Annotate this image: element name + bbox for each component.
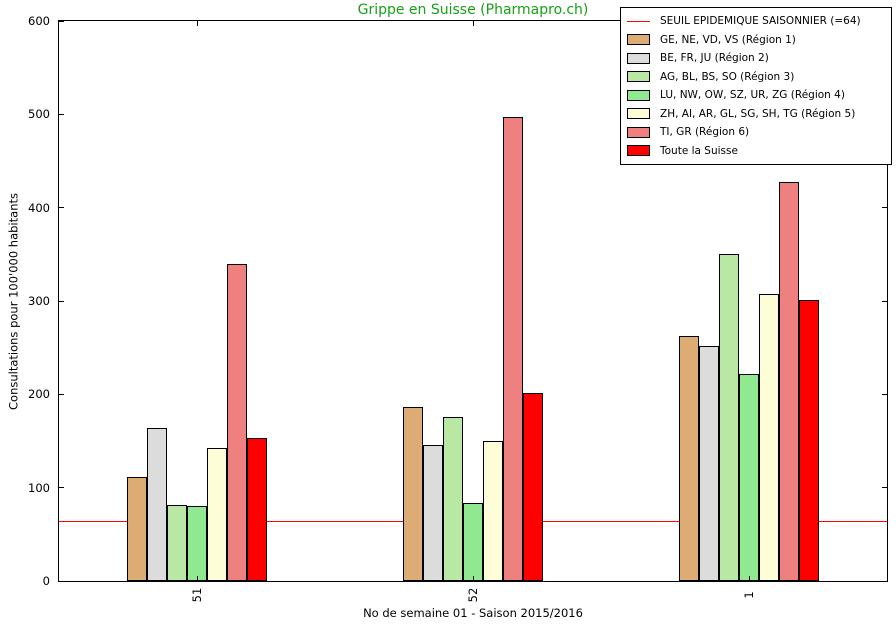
x-axis-label: No de semaine 01 - Saison 2015/2016 [363, 606, 583, 620]
legend-color-swatch [627, 52, 650, 64]
legend-color-swatch [627, 145, 650, 157]
legend-label: BE, FR, JU (Région 2) [660, 52, 769, 65]
legend-row: LU, NW, OW, SZ, UR, ZG (Région 4) [627, 86, 885, 105]
bar [423, 444, 443, 581]
x-tick-mark-bottom [472, 576, 474, 581]
legend-color-swatch [627, 34, 650, 46]
y-tick-mark-left [59, 207, 64, 209]
bar [207, 448, 227, 581]
y-tick-mark-left [59, 580, 64, 582]
bar [503, 117, 523, 581]
y-tick-mark-left [59, 393, 64, 395]
legend-label: SEUIL EPIDEMIQUE SAISONNIER (=64) [660, 15, 861, 28]
y-tick-label: 300 [28, 294, 50, 308]
y-tick-mark-right [882, 580, 887, 582]
y-tick-mark-left [59, 487, 64, 489]
bar [227, 263, 247, 581]
x-tick-mark-top [196, 21, 198, 26]
legend-color-swatch [627, 108, 650, 120]
y-tick-mark-right [882, 393, 887, 395]
y-tick-mark-right [882, 207, 887, 209]
legend-row: TI, GR (Région 6) [627, 123, 885, 142]
bar [443, 416, 463, 581]
y-tick-mark-left [59, 300, 64, 302]
legend-row: AG, BL, BS, SO (Région 3) [627, 68, 885, 87]
legend-color-swatch [627, 71, 650, 83]
y-tick-label: 0 [42, 574, 50, 588]
y-tick-label: 200 [28, 387, 50, 402]
y-tick-label: 600 [28, 14, 50, 28]
bar [779, 181, 799, 581]
bar [463, 502, 483, 581]
bar [719, 254, 739, 581]
legend-color-swatch [627, 126, 650, 138]
bar [759, 294, 779, 581]
legend-label: TI, GR (Région 6) [660, 126, 750, 139]
legend-row: Toute la Suisse [627, 142, 885, 161]
bar [147, 427, 167, 581]
legend-row: ZH, AI, AR, GL, SG, SH, TG (Région 5) [627, 105, 885, 124]
legend-row: SEUIL EPIDEMIQUE SAISONNIER (=64) [627, 12, 885, 31]
x-tick-mark-bottom [196, 576, 198, 581]
y-tick-mark-right [882, 300, 887, 302]
x-tick-mark-top [472, 21, 474, 26]
legend-box: SEUIL EPIDEMIQUE SAISONNIER (=64) GE, NE,… [620, 7, 892, 165]
bar [679, 336, 699, 581]
y-tick-label: 400 [28, 200, 50, 215]
bar [167, 505, 187, 581]
y-tick-mark-left [59, 113, 64, 115]
y-tick-mark-left [59, 20, 64, 22]
bar [127, 477, 147, 581]
bar [523, 393, 543, 581]
bar [403, 407, 423, 581]
legend-color-swatch [627, 89, 650, 101]
legend-row: GE, NE, VD, VS (Région 1) [627, 31, 885, 50]
bar [483, 441, 503, 581]
y-tick-mark-right [882, 487, 887, 489]
legend-label: Toute la Suisse [660, 144, 738, 157]
legend-label: ZH, AI, AR, GL, SG, SH, TG (Région 5) [660, 107, 856, 120]
legend-row: BE, FR, JU (Région 2) [627, 49, 885, 68]
bar [247, 438, 267, 581]
bar [187, 506, 207, 581]
legend-label: AG, BL, BS, SO (Région 3) [660, 70, 795, 83]
x-tick-mark-bottom [748, 576, 750, 581]
bar [699, 345, 719, 581]
legend-label: LU, NW, OW, SZ, UR, ZG (Région 4) [660, 89, 845, 102]
legend-line-swatch [627, 20, 650, 22]
y-tick-label: 100 [28, 480, 50, 495]
chart-title: Grippe en Suisse (Pharmapro.ch) [357, 2, 589, 18]
legend-label: GE, NE, VD, VS (Région 1) [660, 33, 796, 46]
bar [799, 300, 819, 581]
bar [739, 373, 759, 581]
y-tick-label: 500 [28, 107, 50, 122]
